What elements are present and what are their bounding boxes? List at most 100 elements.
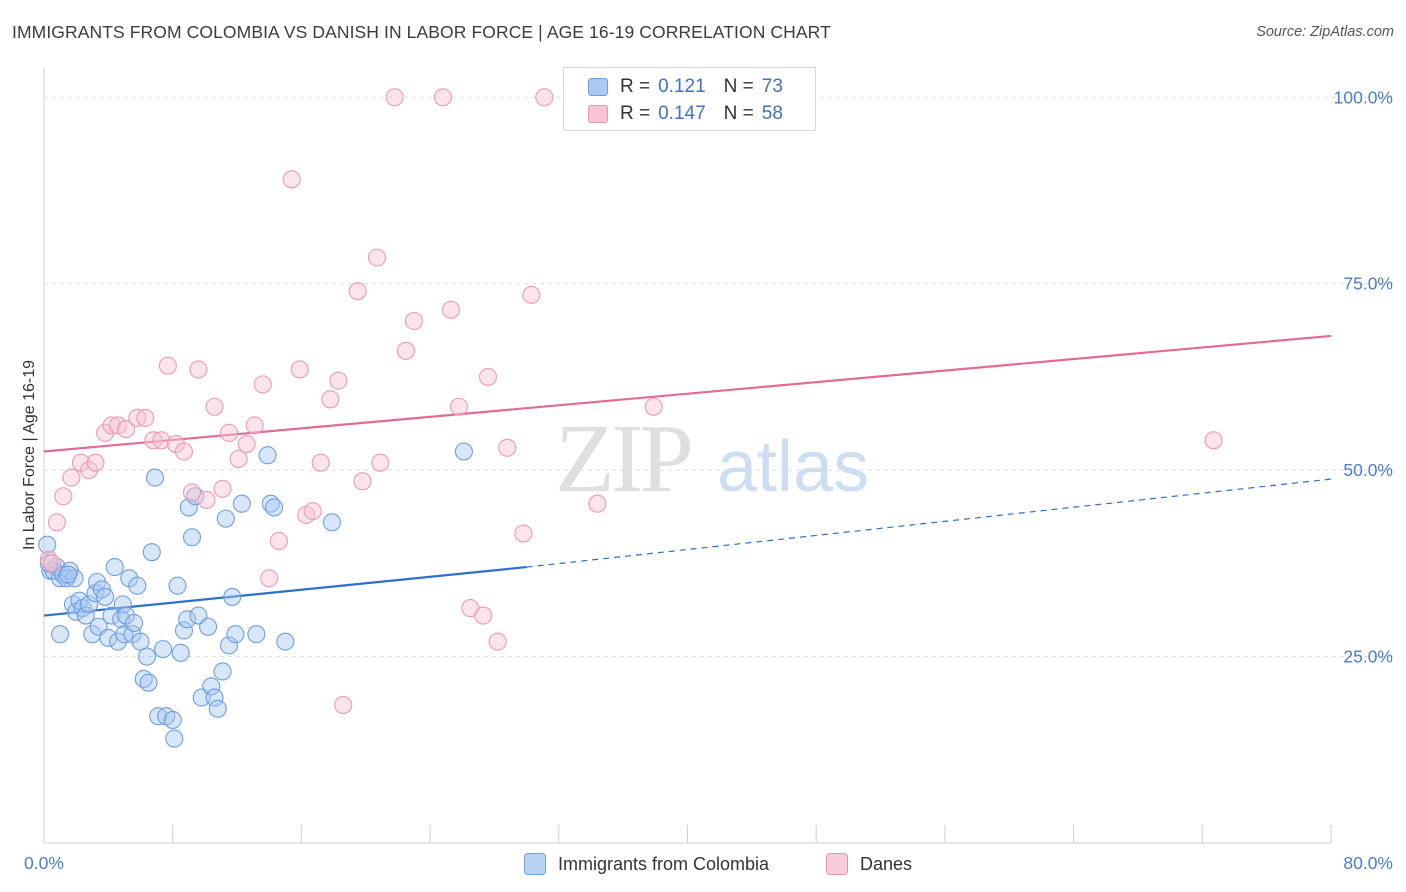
legend-swatch-pink	[588, 105, 608, 123]
point-colombia	[165, 729, 184, 748]
point-danes	[535, 88, 554, 107]
point-danes	[474, 606, 493, 625]
r-value: 0.147	[658, 103, 706, 124]
point-danes	[213, 479, 232, 498]
point-colombia	[108, 632, 128, 651]
legend-label: Danes	[860, 853, 913, 874]
point-danes	[514, 524, 533, 543]
y-tick-label: 25.0%	[1343, 647, 1393, 667]
point-danes	[219, 423, 239, 442]
legend-item-danes: Danes	[826, 851, 912, 877]
chart-title: IMMIGRANTS FROM COLOMBIA VS DANISH IN LA…	[12, 22, 831, 42]
point-danes	[404, 311, 424, 331]
y-tick-label: 75.0%	[1343, 274, 1393, 294]
point-colombia	[142, 543, 161, 562]
point-danes	[303, 502, 322, 521]
x-tick-label: 0.0%	[24, 853, 64, 873]
point-colombia	[113, 595, 132, 614]
point-danes	[478, 367, 498, 386]
point-danes	[433, 88, 453, 107]
point-danes	[282, 170, 301, 189]
point-danes	[205, 397, 224, 416]
point-colombia	[179, 498, 198, 517]
point-danes	[136, 408, 155, 427]
point-danes	[253, 375, 272, 394]
point-colombia	[265, 498, 284, 517]
y-tick-label: 50.0%	[1343, 460, 1393, 480]
stats-legend: R = 0.121 N = 73 R = 0.147 N = 58	[563, 67, 816, 131]
point-danes	[47, 513, 66, 532]
point-danes	[1204, 431, 1223, 450]
source-credit: Source: ZipAtlas.com	[1256, 24, 1394, 40]
point-colombia	[208, 699, 227, 718]
point-danes	[522, 285, 541, 304]
point-danes	[237, 434, 256, 454]
n-value: 58	[761, 103, 783, 124]
point-colombia	[232, 494, 251, 513]
point-danes	[245, 416, 264, 435]
point-danes	[329, 371, 348, 390]
point-colombia	[205, 688, 224, 707]
point-colombia	[128, 576, 147, 595]
y-axis-label: In Labor Force | Age 16-19	[21, 360, 38, 550]
point-colombia	[276, 632, 295, 651]
point-colombia	[59, 565, 78, 584]
point-colombia	[322, 513, 342, 532]
point-colombia	[216, 509, 235, 528]
point-colombia	[182, 528, 202, 547]
point-colombia	[137, 647, 157, 666]
point-danes	[269, 531, 288, 551]
point-danes	[371, 453, 390, 472]
legend-swatch-blue	[588, 78, 608, 96]
legend-item-colombia: Immigrants from Colombia	[524, 851, 769, 877]
watermark-atlas: atlas	[717, 427, 869, 507]
point-colombia	[223, 587, 242, 606]
point-danes	[229, 449, 248, 469]
point-colombia	[202, 677, 221, 696]
x-tick-label: 80.0%	[1343, 853, 1393, 873]
point-danes	[62, 468, 81, 487]
point-danes	[102, 416, 121, 435]
legend-swatch-blue	[524, 853, 546, 875]
point-danes	[385, 88, 404, 107]
point-danes	[86, 453, 105, 472]
x-tick-labels: 0.0% 80.0%	[24, 853, 1393, 873]
point-colombia	[38, 535, 57, 554]
point-colombia	[105, 558, 124, 577]
point-colombia	[258, 446, 277, 465]
point-colombia	[145, 468, 165, 487]
legend-label: Immigrants from Colombia	[558, 853, 770, 874]
r-value: 0.121	[658, 76, 706, 97]
point-danes	[588, 494, 607, 513]
point-colombia	[219, 636, 239, 655]
point-colombia	[171, 643, 190, 662]
point-danes	[79, 461, 99, 480]
point-colombia	[139, 673, 158, 692]
point-danes	[290, 360, 309, 379]
axes	[43, 68, 1332, 844]
point-danes	[441, 300, 461, 319]
n-label: N =	[723, 103, 754, 124]
point-danes	[450, 397, 469, 416]
point-colombia	[163, 710, 182, 730]
point-colombia	[247, 625, 266, 644]
point-colombia	[178, 610, 197, 629]
n-value: 73	[761, 76, 783, 97]
point-colombia	[131, 632, 150, 651]
point-colombia	[174, 621, 194, 640]
point-danes	[197, 490, 216, 510]
legend-swatch-pink	[826, 853, 848, 875]
point-danes	[260, 569, 279, 588]
point-danes	[396, 341, 416, 360]
point-danes	[353, 472, 372, 491]
data-points	[38, 88, 1223, 748]
point-danes	[152, 431, 171, 450]
point-colombia	[76, 606, 95, 625]
point-colombia	[102, 606, 121, 625]
point-colombia	[213, 662, 232, 681]
legend-row-danes: R = 0.147 N = 58	[588, 101, 783, 127]
point-danes	[334, 695, 353, 715]
point-danes	[54, 487, 73, 506]
point-danes	[488, 632, 507, 651]
trend-line-colombia-projection	[526, 478, 1332, 568]
